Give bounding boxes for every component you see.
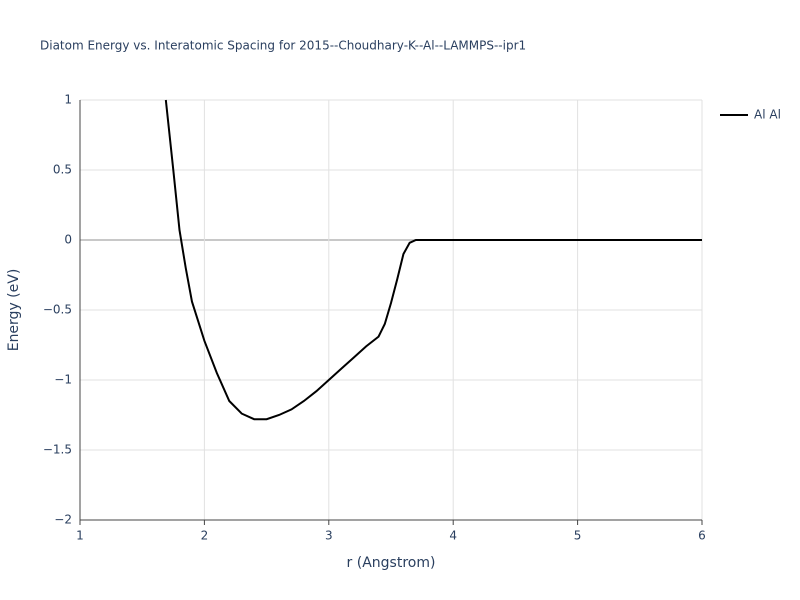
legend-label: Al Al xyxy=(754,108,781,122)
y-tick-label: −2 xyxy=(54,513,72,527)
x-tick-label: 5 xyxy=(574,529,582,543)
x-tick-label: 6 xyxy=(698,529,706,543)
y-tick-label: −1.5 xyxy=(43,443,72,457)
y-tick-label: 0 xyxy=(64,233,72,247)
data-line xyxy=(164,99,702,421)
y-tick-label: −0.5 xyxy=(43,303,72,317)
y-tick-label: 0.5 xyxy=(53,163,72,177)
y-axis-label: Energy (eV) xyxy=(6,269,22,352)
x-tick-label: 1 xyxy=(76,529,84,543)
y-tick-label: 1 xyxy=(64,93,72,107)
chart-title: Diatom Energy vs. Interatomic Spacing fo… xyxy=(40,39,526,53)
x-axis-label: r (Angstrom) xyxy=(347,555,436,571)
x-tick-label: 2 xyxy=(201,529,209,543)
x-tick-label: 3 xyxy=(325,529,333,543)
y-tick-label: −1 xyxy=(54,373,72,387)
x-tick-label: 4 xyxy=(449,529,457,543)
